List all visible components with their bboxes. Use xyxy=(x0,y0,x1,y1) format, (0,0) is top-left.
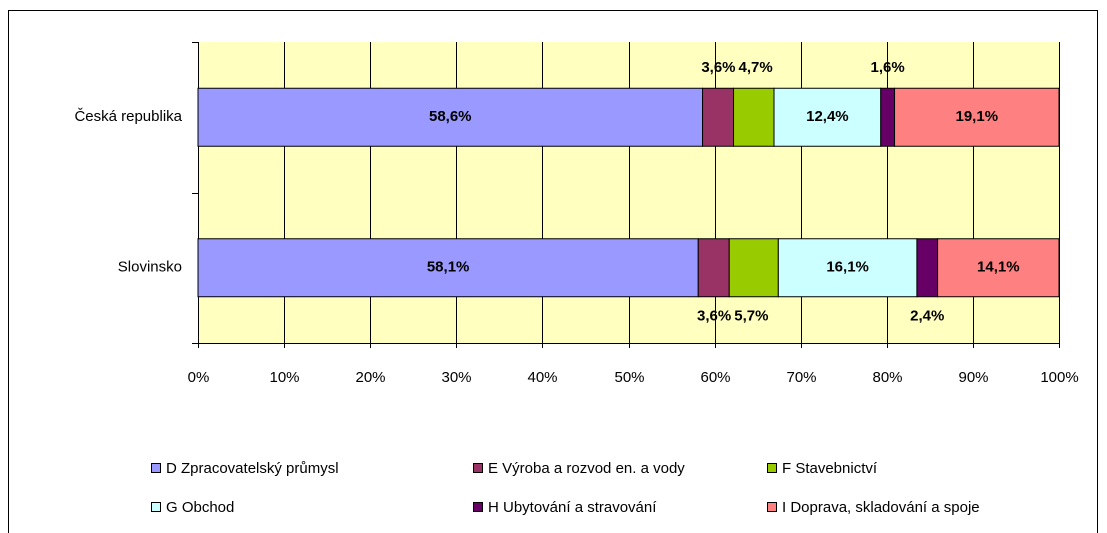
x-tick-label: 90% xyxy=(958,369,988,386)
bar-segment xyxy=(697,238,730,298)
legend-swatch xyxy=(473,502,483,512)
legend-swatch xyxy=(767,502,777,512)
value-label: 19,1% xyxy=(956,108,999,125)
bar-segment xyxy=(894,87,1060,147)
bar-segment xyxy=(728,238,779,298)
plot-area xyxy=(198,42,1059,343)
bar-segment xyxy=(197,238,699,298)
legend-swatch xyxy=(151,502,161,512)
x-tick-label: 60% xyxy=(700,369,730,386)
bar-segment xyxy=(880,87,896,147)
bar-segment xyxy=(733,87,775,147)
x-tick-label: 100% xyxy=(1040,369,1078,386)
legend-label: H Ubytování a stravování xyxy=(488,499,657,516)
legend-swatch xyxy=(151,463,161,473)
y-tick-label: Česká republika xyxy=(74,108,182,125)
bar-segment xyxy=(773,87,882,147)
value-label: 5,7% xyxy=(734,308,768,325)
x-tick-label: 40% xyxy=(527,369,557,386)
legend-swatch xyxy=(473,463,483,473)
value-label: 1,6% xyxy=(871,59,905,76)
value-label: 12,4% xyxy=(806,108,849,125)
legend-label: F Stavebnictví xyxy=(782,460,878,477)
y-tick-label: Slovinsko xyxy=(118,259,182,276)
value-label: 58,1% xyxy=(427,259,470,276)
value-label: 16,1% xyxy=(826,259,869,276)
bar-segment xyxy=(702,87,735,147)
legend-label: G Obchod xyxy=(166,499,234,516)
x-tick-label: 10% xyxy=(269,369,299,386)
bar-segment xyxy=(937,238,1060,298)
x-tick-label: 80% xyxy=(872,369,902,386)
x-tick-label: 30% xyxy=(441,369,471,386)
value-label: 2,4% xyxy=(910,308,944,325)
bar-segment xyxy=(916,238,939,298)
value-label: 14,1% xyxy=(977,259,1020,276)
legend-label: D Zpracovatelský průmysl xyxy=(166,460,339,477)
value-label: 4,7% xyxy=(739,59,773,76)
bar-segment xyxy=(197,87,704,147)
value-label: 3,6% xyxy=(697,308,731,325)
x-tick-label: 50% xyxy=(614,369,644,386)
value-label: 58,6% xyxy=(429,108,472,125)
x-tick-label: 0% xyxy=(188,369,210,386)
value-label: 3,6% xyxy=(701,59,735,76)
x-tick-label: 70% xyxy=(786,369,816,386)
bar-segment xyxy=(777,238,918,298)
x-tick-label: 20% xyxy=(355,369,385,386)
legend-label: E Výroba a rozvod en. a vody xyxy=(488,460,685,477)
legend-swatch xyxy=(767,463,777,473)
chart-frame xyxy=(8,10,1098,533)
legend-label: I Doprava, skladování a spoje xyxy=(782,499,980,516)
